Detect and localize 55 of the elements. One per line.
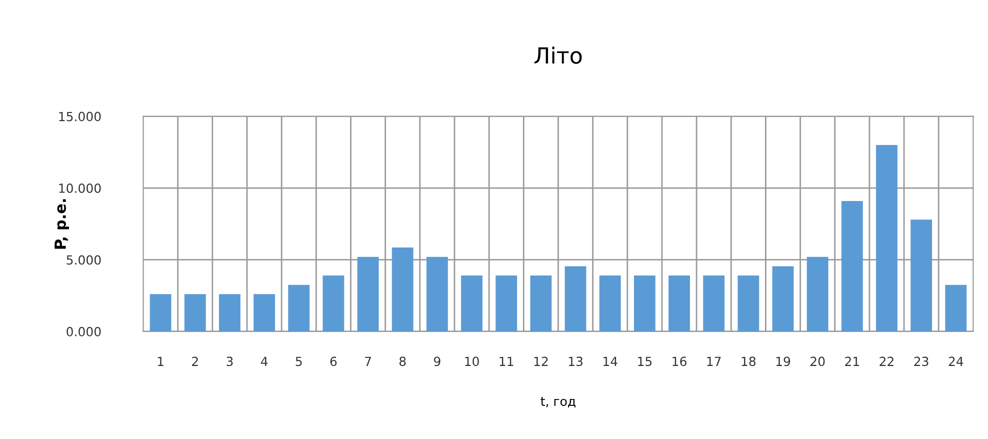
chart-title: Літо xyxy=(534,46,582,64)
x-tick-label: 2 xyxy=(192,356,198,366)
bar xyxy=(876,145,898,332)
x-tick-label: 3 xyxy=(226,356,233,366)
bar xyxy=(703,276,725,332)
bar xyxy=(841,200,863,332)
bar xyxy=(634,276,656,332)
bar xyxy=(772,266,794,332)
x-tick-label: 12 xyxy=(534,356,548,366)
bar xyxy=(564,266,586,332)
x-tick-label: 5 xyxy=(296,356,302,366)
x-tick-label: 8 xyxy=(399,356,406,366)
x-tick-label: 4 xyxy=(260,356,268,366)
x-tick-label: 18 xyxy=(742,356,756,366)
x-tick-label: 6 xyxy=(330,356,337,366)
x-tick-label: 19 xyxy=(776,356,790,366)
x-tick-label: 11 xyxy=(500,356,514,366)
bar xyxy=(738,276,760,332)
x-tick-label: 21 xyxy=(845,356,859,366)
x-tick-label: 9 xyxy=(434,356,440,366)
bar xyxy=(945,284,967,332)
x-tick-label: 1 xyxy=(158,356,164,366)
bar xyxy=(218,294,240,332)
bar xyxy=(357,256,379,332)
y-tick-label: 0.000 xyxy=(66,326,101,336)
x-tick-label: 16 xyxy=(672,356,686,366)
x-tick-label: 17 xyxy=(707,356,721,366)
bar xyxy=(288,284,310,332)
bar xyxy=(668,276,690,332)
bar xyxy=(496,276,518,332)
x-tick-label: 20 xyxy=(810,356,825,366)
x-axis-title: t, год xyxy=(540,397,576,408)
x-tick-label: 10 xyxy=(465,356,479,366)
bar xyxy=(184,294,206,332)
y-tick-label: 10.000 xyxy=(59,184,101,193)
x-tick-label: 7 xyxy=(365,356,371,366)
bar xyxy=(530,276,552,332)
bar xyxy=(599,276,621,332)
bar xyxy=(461,276,482,332)
bar xyxy=(150,294,172,332)
x-tick-label: 24 xyxy=(948,356,964,366)
y-axis-title: P, р.е. xyxy=(54,199,69,249)
bar xyxy=(254,294,276,332)
bar xyxy=(322,276,344,332)
bar xyxy=(392,248,414,332)
bar xyxy=(806,256,828,332)
x-tick-label: 23 xyxy=(914,356,928,366)
x-tick-label: 14 xyxy=(604,356,618,366)
y-tick-label: 5.000 xyxy=(66,255,101,265)
y-tick-label: 15.000 xyxy=(59,112,101,122)
bar xyxy=(426,256,448,332)
bar xyxy=(910,220,932,332)
x-tick-label: 22 xyxy=(880,356,894,366)
x-tick-label: 15 xyxy=(638,356,652,366)
x-tick-label: 13 xyxy=(568,356,582,366)
